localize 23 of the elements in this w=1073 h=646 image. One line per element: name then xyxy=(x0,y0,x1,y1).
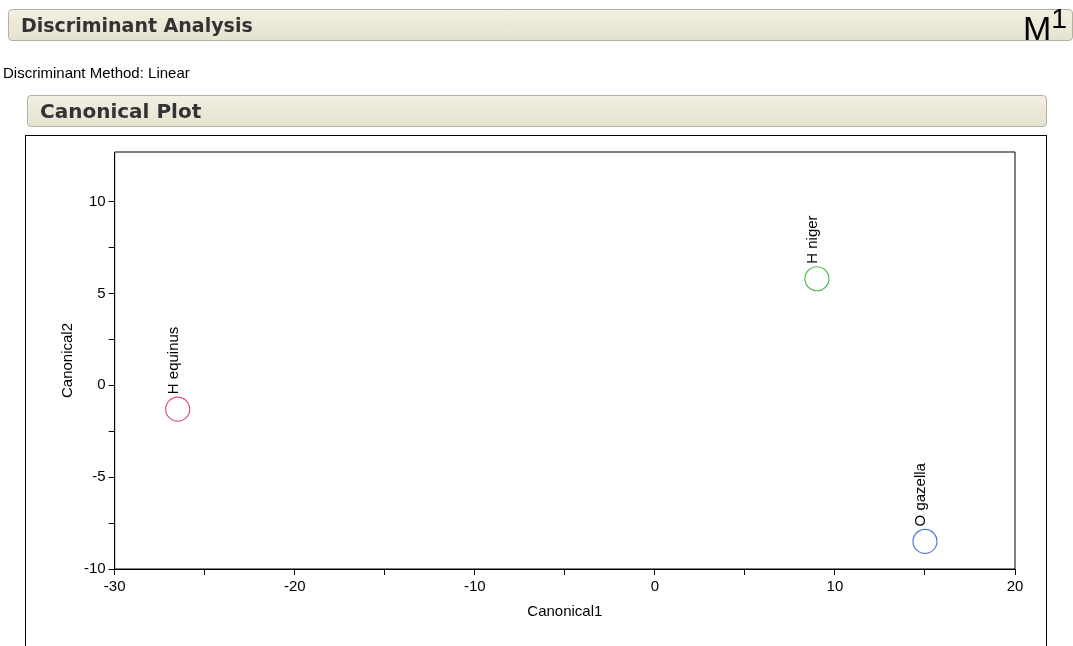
annotation: H equinus xyxy=(163,326,181,395)
y-tick-label: -10 xyxy=(83,559,106,577)
point xyxy=(804,266,830,292)
annotation: O gazella xyxy=(911,462,929,527)
text: Canonical Plot xyxy=(27,95,1047,127)
y-tick-label: -5 xyxy=(92,467,106,485)
y-tick-label: 5 xyxy=(97,283,106,301)
chart-title: Discriminant Analysis xyxy=(21,14,253,36)
y-axis-title: Canonical2 xyxy=(58,322,76,399)
y-tick-label: 0 xyxy=(97,375,106,393)
x-tick-label: -30 xyxy=(103,577,126,595)
x-tick-label: 20 xyxy=(1006,577,1024,595)
annotation: H niger xyxy=(803,215,821,264)
text: M$^{1}$ xyxy=(1022,2,1067,49)
x-axis-title: Canonical1 xyxy=(527,602,603,620)
x-tick-label: 10 xyxy=(826,577,844,595)
chart-subtitle: Discriminant Method: Linear xyxy=(3,64,190,81)
x-tick-label: -20 xyxy=(283,577,306,595)
x-tick-label: 0 xyxy=(650,577,660,595)
point xyxy=(165,396,191,422)
y-tick-label: 10 xyxy=(88,191,106,209)
point xyxy=(912,528,938,555)
x-tick-label: -10 xyxy=(463,577,486,595)
